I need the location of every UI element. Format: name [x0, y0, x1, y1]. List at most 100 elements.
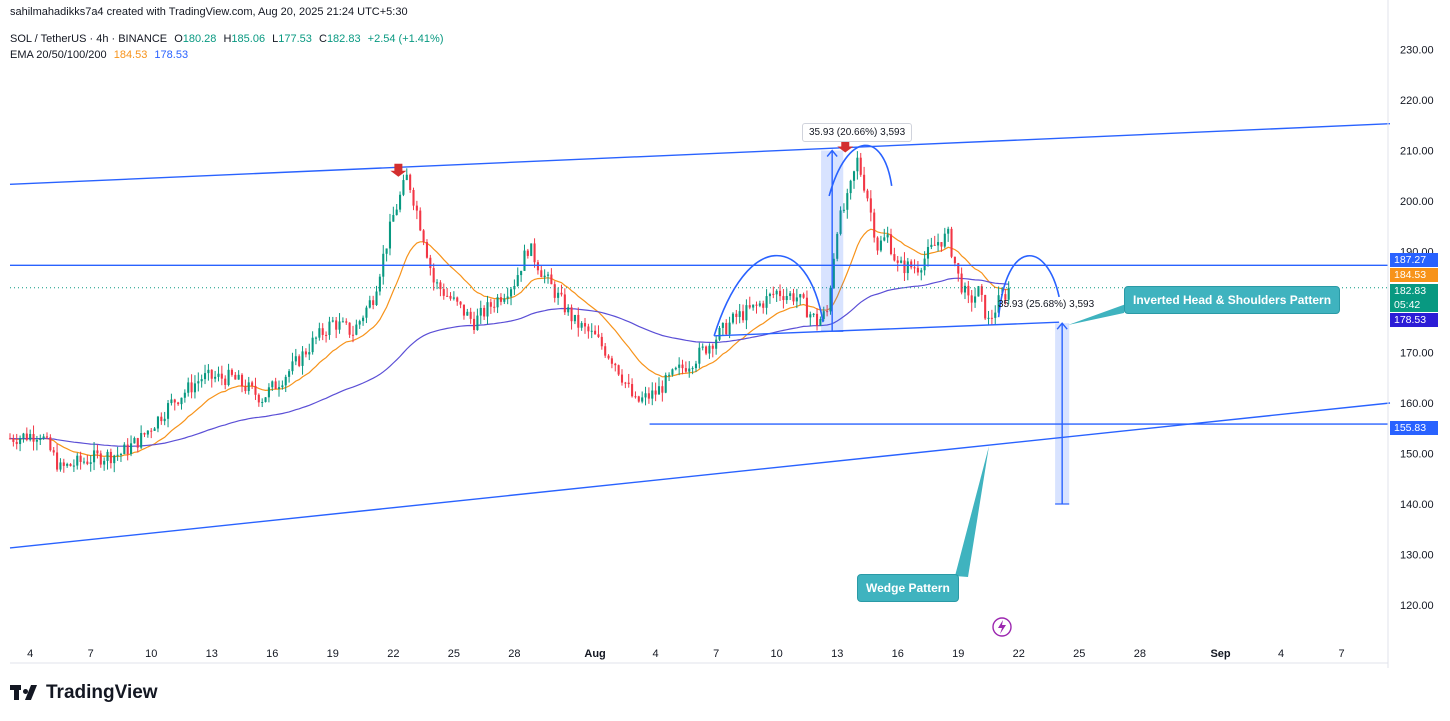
candle-body [35, 439, 38, 442]
open-label: O [174, 33, 183, 45]
candle-body [167, 403, 170, 419]
candle-body [298, 356, 301, 366]
candle-body [126, 444, 129, 455]
candle-body [436, 282, 439, 284]
candle-body [150, 430, 153, 432]
measure-label-top: 35.93 (20.66%) 3,593 [802, 123, 913, 142]
symbol-label[interactable]: SOL / TetherUS · 4h · BINANCE [10, 33, 168, 45]
candle-body [943, 233, 946, 247]
candle-body [190, 382, 193, 393]
candle-body [990, 317, 993, 319]
candle-body [752, 304, 755, 308]
candle-body [456, 297, 459, 302]
candle-body [597, 334, 600, 337]
candle-body [974, 296, 977, 303]
ema-legend[interactable]: EMA 20/50/100/200 184.53 178.53 [10, 49, 192, 61]
candle-body [799, 294, 802, 298]
candle-body [103, 460, 106, 465]
wedge-callout-pointer [955, 446, 989, 577]
candle-body [399, 194, 402, 210]
y-tick-label: 120.00 [1400, 600, 1434, 612]
candle-body [257, 394, 260, 403]
candle-body [486, 302, 489, 317]
candle-body [913, 267, 916, 269]
candle-body [170, 399, 173, 404]
candle-body [237, 374, 240, 380]
candle-body [405, 174, 408, 181]
candle-body [412, 189, 415, 206]
candle-body [530, 243, 533, 256]
candle-body [277, 387, 281, 389]
candle-body [230, 369, 233, 375]
candle-body [153, 428, 156, 431]
y-tick-label: 210.00 [1400, 146, 1434, 158]
candle-body [930, 244, 933, 247]
candle-body [893, 254, 896, 261]
candle-body [620, 374, 624, 383]
candle-body [725, 322, 728, 335]
candle-body [573, 314, 576, 322]
candle-body [684, 368, 687, 372]
candle-body [590, 330, 593, 332]
candle-body [284, 376, 287, 386]
candle-body [325, 334, 328, 336]
candle-body [614, 363, 617, 366]
candle-body [637, 396, 640, 402]
candle-body [69, 463, 72, 467]
candle-body [425, 242, 429, 258]
candle-body [348, 322, 351, 335]
candle-body [634, 396, 637, 398]
candle-body [600, 336, 603, 347]
upper-channel-line [9, 123, 1391, 186]
tradingview-logo-icon [10, 683, 40, 703]
candle-body [12, 438, 15, 442]
candle-body [244, 386, 247, 392]
candle-body [731, 313, 735, 323]
open-value: 180.28 [182, 33, 217, 45]
candle-body [459, 301, 462, 305]
x-tick-label: 10 [145, 648, 157, 660]
candle-body [89, 462, 92, 464]
candle-body [594, 330, 597, 335]
price-tag-resistance: 187.27 [1390, 253, 1438, 267]
candle-body [836, 233, 839, 259]
candle-body [345, 321, 348, 323]
candle-body [207, 369, 210, 374]
candle-body [509, 289, 513, 297]
candle-body [318, 328, 321, 338]
candle-body [765, 296, 768, 308]
candle-body [160, 416, 163, 422]
ema-20-line [9, 228, 1009, 458]
candle-body [29, 434, 32, 440]
candle-body [96, 450, 99, 454]
candle-body [536, 262, 539, 271]
x-tick-label: 7 [713, 648, 719, 660]
candle-body [183, 392, 186, 398]
candle-body [62, 462, 65, 466]
candle-body [654, 390, 657, 395]
candle-body [994, 312, 997, 318]
wedge-pattern-callout[interactable]: Wedge Pattern [857, 574, 959, 602]
candle-body [123, 444, 126, 454]
candle-body [926, 246, 930, 259]
candle-body [82, 461, 86, 463]
ema-200-line [9, 277, 1009, 448]
candle-body [812, 313, 815, 315]
candle-body [540, 270, 543, 278]
candle-body [688, 368, 691, 372]
candle-body [240, 374, 244, 387]
tradingview-footer[interactable]: TradingView [10, 682, 158, 704]
candle-body [651, 390, 654, 399]
candle-body [49, 437, 52, 451]
ema-label: EMA 20/50/100/200 [10, 49, 107, 61]
ihs-pattern-callout[interactable]: Inverted Head & Shoulders Pattern [1124, 286, 1341, 314]
candle-body [553, 284, 556, 298]
candle-body [980, 286, 983, 295]
candle-body [499, 297, 502, 302]
candle-body [977, 286, 980, 297]
candle-body [960, 273, 963, 293]
x-tick-label: Aug [584, 648, 605, 660]
candle-body [863, 174, 866, 191]
candle-body [785, 295, 788, 301]
